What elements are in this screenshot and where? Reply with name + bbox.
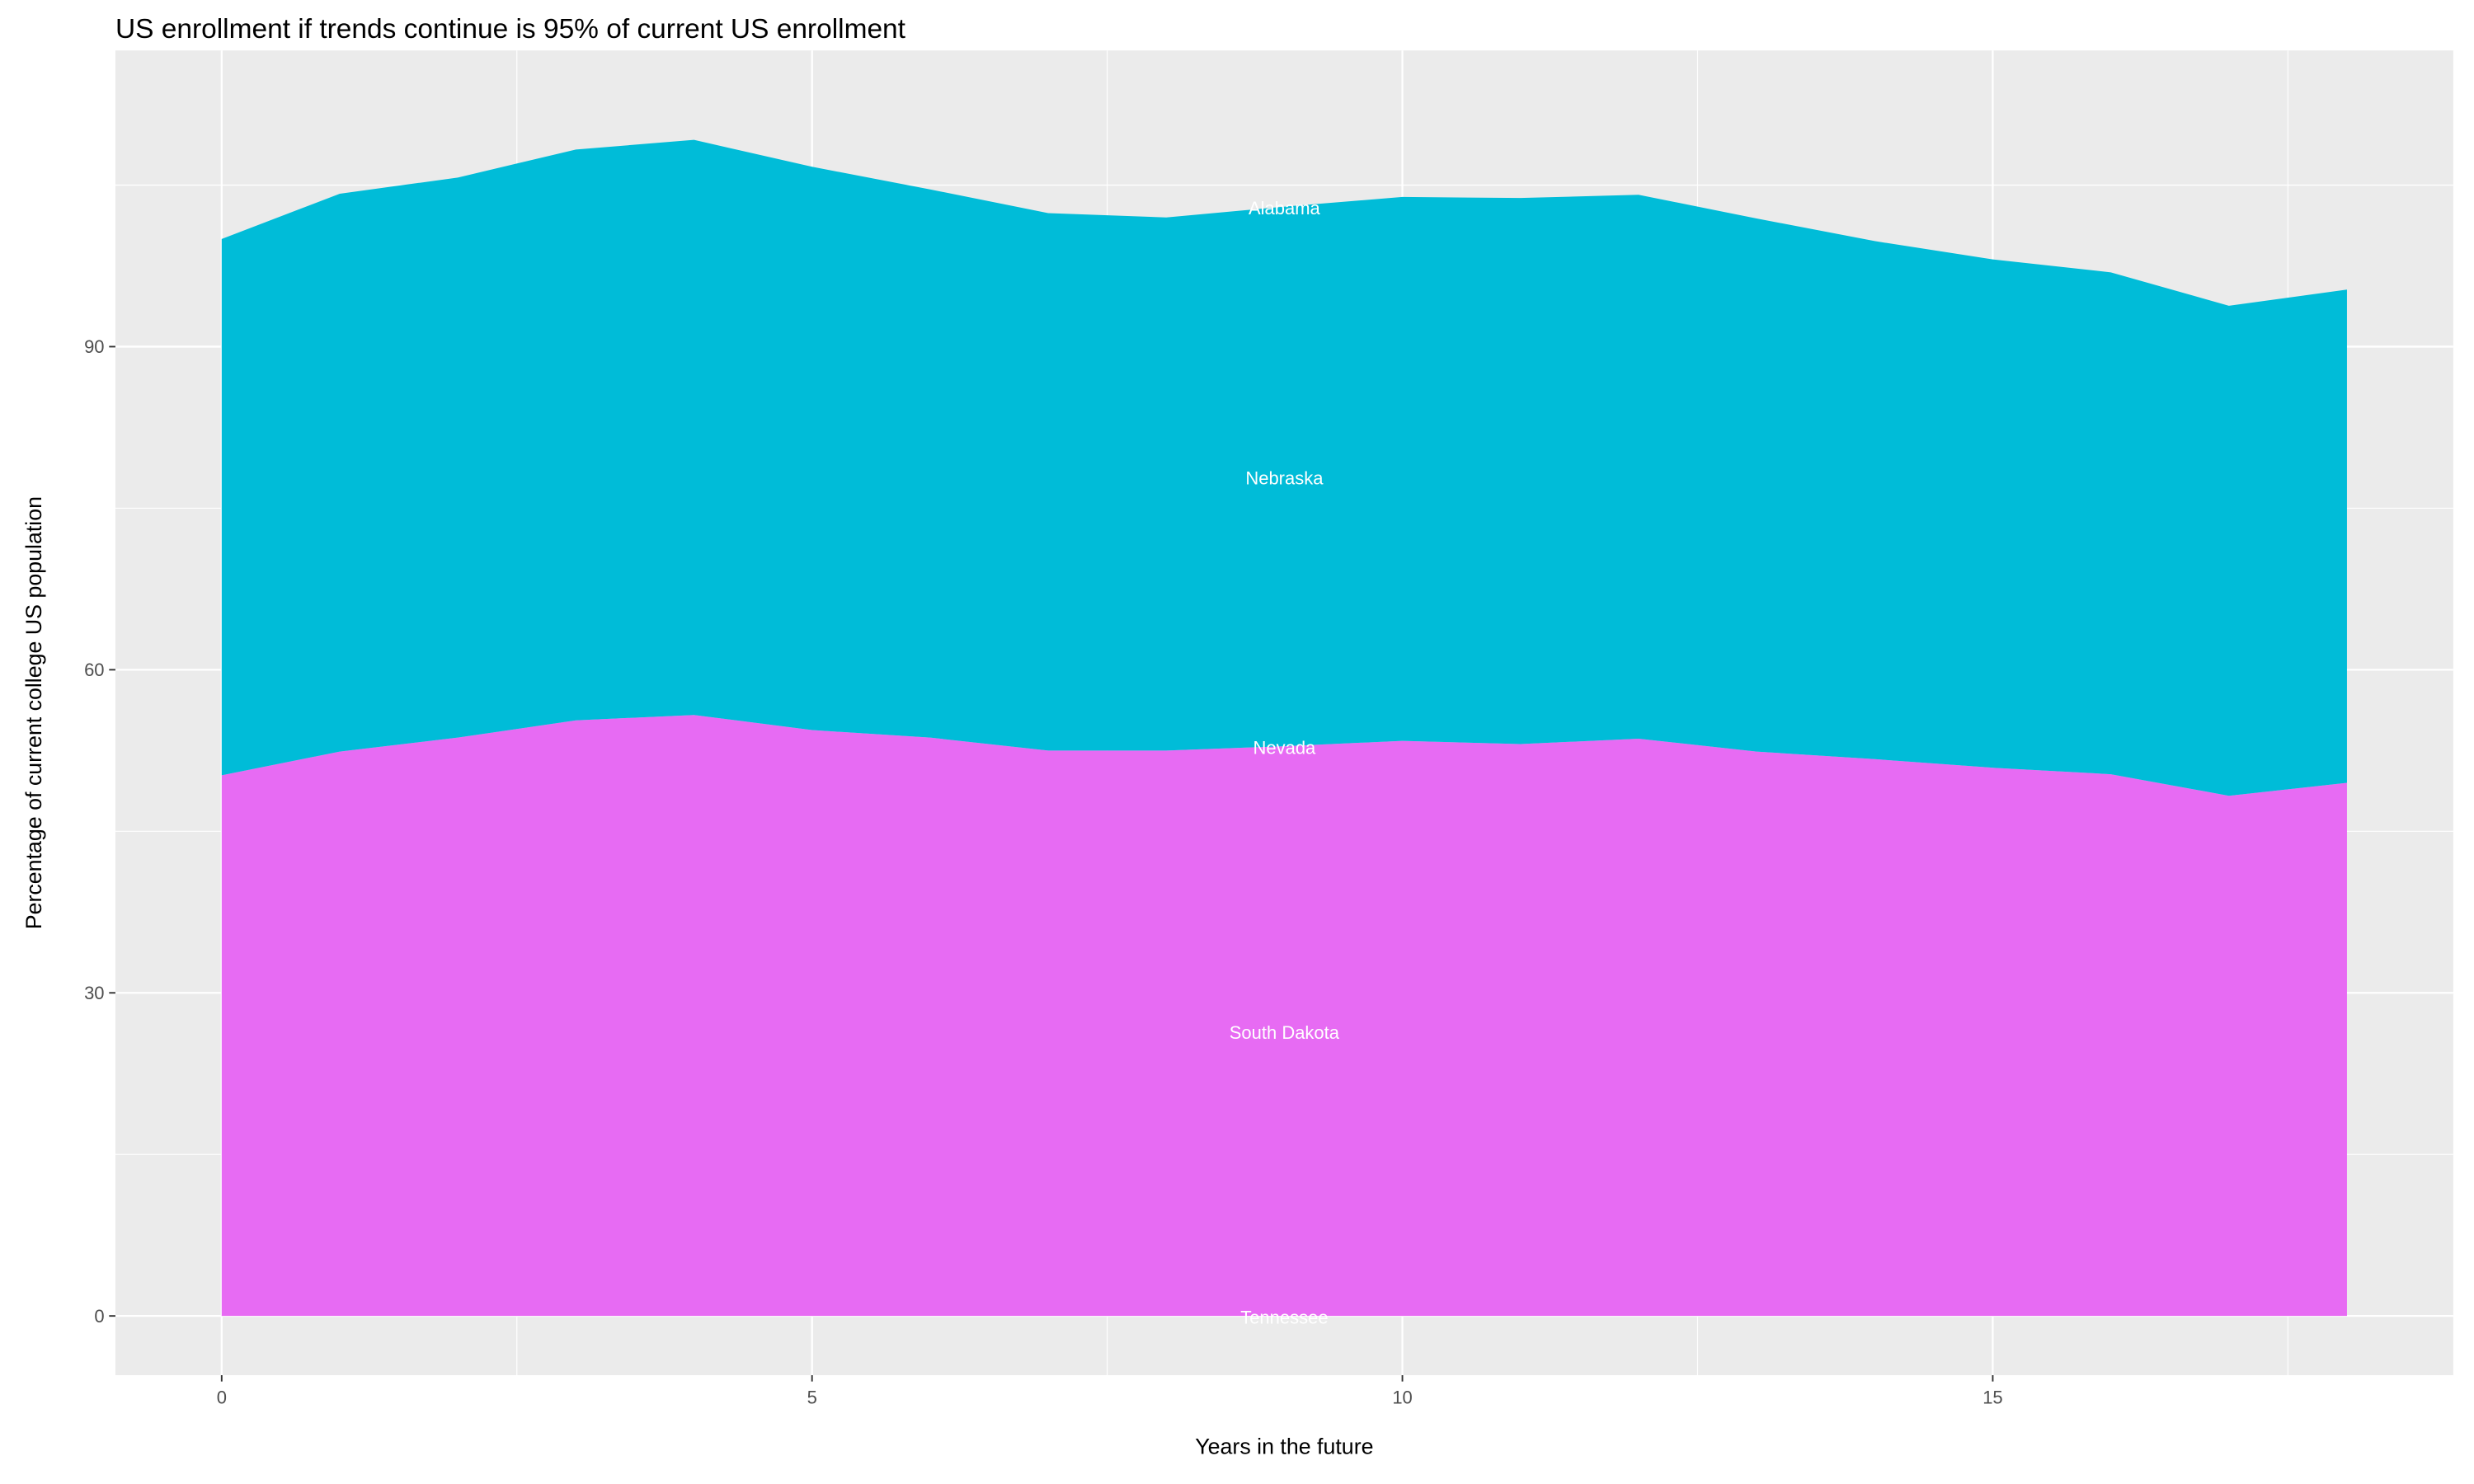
series-label-alabama: Alabama bbox=[1249, 198, 1321, 218]
chart-title: US enrollment if trends continue is 95% … bbox=[115, 14, 906, 45]
area-south-dakota bbox=[221, 715, 2347, 1317]
y-axis-label: Percentage of current college US populat… bbox=[21, 496, 46, 929]
x-tick-label: 15 bbox=[1982, 1387, 2002, 1407]
series-label-nevada: Nevada bbox=[1253, 738, 1316, 758]
x-tick-label: 0 bbox=[217, 1387, 227, 1407]
series-label-nebraska: Nebraska bbox=[1245, 467, 1324, 488]
series-labels: Tennessee South Dakota Nevada Nebraska Alaba… bbox=[1230, 198, 1340, 1328]
series-label-tennessee: Tennessee bbox=[1240, 1308, 1328, 1328]
area-layers bbox=[221, 139, 2347, 1317]
axes: 0 5 10 15 0 30 60 90 bbox=[84, 336, 2003, 1407]
y-tick-label: 30 bbox=[84, 983, 104, 1003]
y-tick-label: 90 bbox=[84, 336, 104, 357]
x-axis-label: Years in the future bbox=[1195, 1435, 1373, 1459]
y-tick-label: 60 bbox=[84, 660, 104, 680]
x-tick-label: 10 bbox=[1392, 1387, 1412, 1407]
area-nebraska bbox=[221, 139, 2347, 796]
y-tick-label: 0 bbox=[94, 1306, 104, 1327]
x-tick-label: 5 bbox=[807, 1387, 817, 1407]
series-label-south-dakota: South Dakota bbox=[1230, 1022, 1340, 1043]
